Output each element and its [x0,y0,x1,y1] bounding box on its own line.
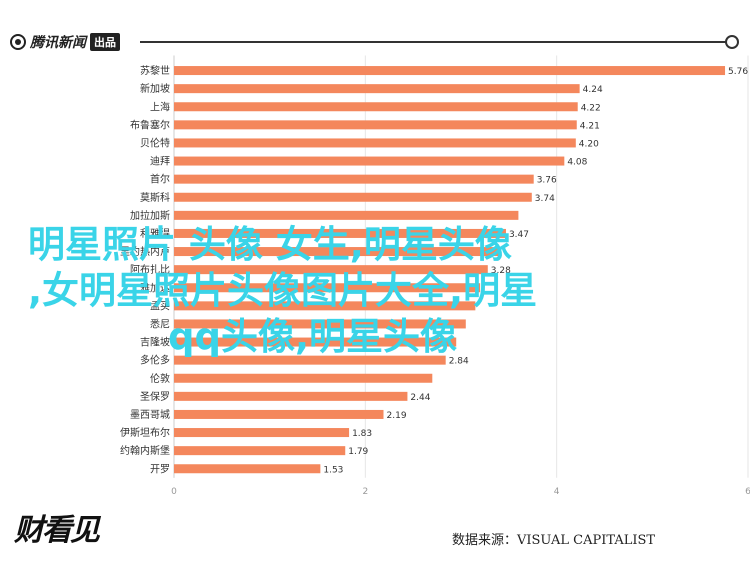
value-label: 4.08 [567,158,587,168]
bar [174,409,384,419]
value-label: 1.83 [352,429,372,439]
caikanjian-logo: 财看见 [14,513,100,548]
value-label: 2.84 [449,357,469,367]
category-label: 迪拜 [150,156,170,168]
x-tick-label: 2 [362,487,368,497]
value-label: 1.79 [348,447,368,457]
category-label: 多伦多 [140,354,170,367]
value-label: 3.76 [537,176,557,186]
category-label: 孟买 [150,300,170,312]
category-label: 莫斯科 [140,191,170,204]
category-label: 苏黎世 [140,64,170,77]
bar [174,228,506,238]
bar [174,428,350,438]
bar [174,102,578,112]
bar [174,138,576,148]
value-label: 4.22 [581,103,601,113]
bar [174,373,433,383]
category-label: 首尔 [150,173,170,186]
header: 腾讯新闻 出品 [0,0,750,60]
value-label: 5.76 [728,67,748,77]
tencent-news-logo: 腾讯新闻 出品 [10,32,120,52]
overlay-line-2: ,女明星照片头像图片大全,明星 [28,269,538,312]
bar [174,156,565,166]
bar-chart: 0 2 4 6 苏黎世 5.76 新加坡 4.24 上海 4.22 布鲁塞尔 4.21 贝伦特 4.20 迪… [120,55,750,497]
overlay-line-1: 明星照片 头像 女生,明星头像 [28,223,512,266]
category-label: 悉尼 [150,318,170,330]
value-label: 3.47 [509,230,529,240]
bar [174,66,726,76]
category-label: 上海 [150,100,170,113]
value-label: 4.20 [579,139,599,149]
bar [174,446,346,456]
bar [174,391,408,401]
bar [174,247,500,257]
data-source: 数据来源：VISUAL CAPITALIST [452,533,656,548]
bar [174,301,476,311]
category-label: 约翰内斯堡 [120,444,170,457]
header-divider [140,41,730,43]
bar [174,265,488,275]
brand-badge: 出品 [90,33,120,51]
bar [174,283,481,293]
value-label: 2.19 [387,411,407,421]
category-label: 利雅得 [140,227,170,240]
category-label: 伊斯坦布尔 [120,426,170,439]
bar [174,337,457,347]
brand-name: 腾讯新闻 [30,35,86,51]
bar [174,120,577,130]
category-label: 贝伦特 [140,136,170,149]
value-label: 3.28 [491,266,511,276]
bar [174,192,532,202]
category-label: 吉隆坡 [140,336,170,349]
category-label: 新加坡 [140,82,170,95]
x-tick-label: 4 [554,487,560,497]
bar [174,210,519,220]
category-label: 雅加达 [140,281,170,294]
overlay-line-3: qq头像,明星头像 [168,315,458,358]
value-label: 4.21 [580,121,600,131]
category-label: 墨西哥城 [130,409,170,421]
bar [174,174,534,184]
value-label: 2.44 [410,393,430,403]
bar [174,84,580,94]
category-label: 圣保罗 [140,390,170,403]
bar [174,319,466,329]
category-label: 里约热内卢 [120,245,170,258]
x-tick-label: 6 [745,487,750,497]
value-label: 3.74 [535,194,555,204]
value-label: 4.24 [583,85,603,95]
x-tick-label: 0 [171,487,177,497]
watermark-overlay: 明星照片 头像 女生,明星头像 ,女明星照片头像图片大全,明星 qq头像,明星头… [28,222,728,360]
category-label: 加拉加斯 [130,209,170,222]
category-label: 布鲁塞尔 [130,118,170,131]
category-label: 开罗 [150,463,170,475]
bar [174,464,321,474]
value-label: 1.53 [323,465,343,475]
category-label: 伦敦 [150,372,170,385]
header-circle-icon [725,35,739,49]
tencent-logo-icon [10,34,26,50]
category-label: 阿布扎比 [130,263,170,276]
bar [174,355,446,365]
